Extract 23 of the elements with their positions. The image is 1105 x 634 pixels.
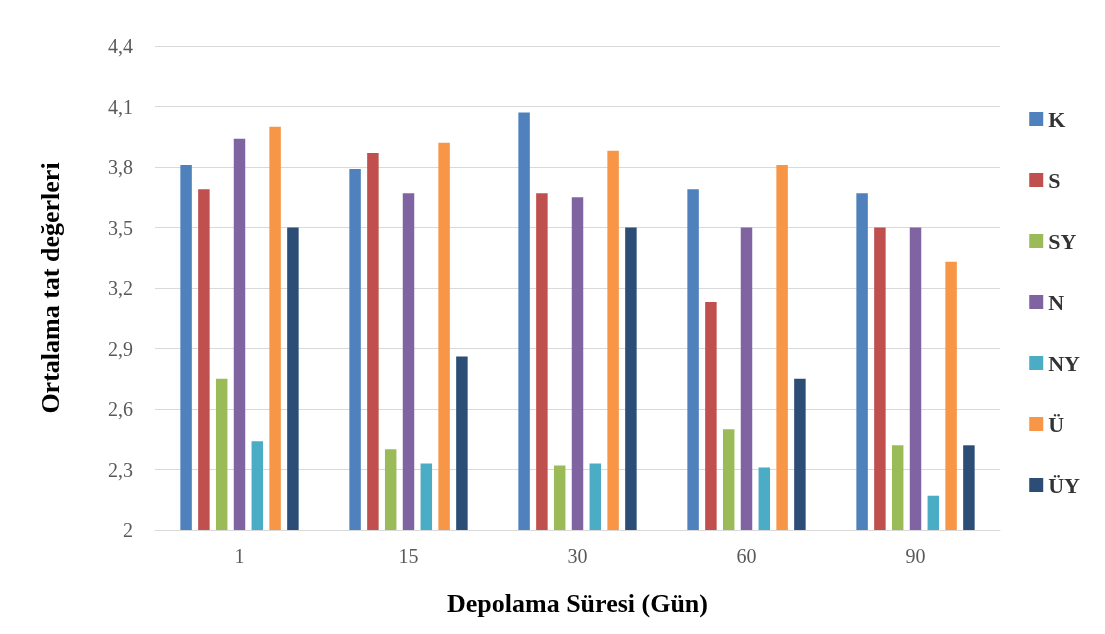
x-tick-label: 15 bbox=[398, 545, 419, 567]
y-tick-label: 3,2 bbox=[108, 277, 133, 299]
x-axis-title: Depolama Süresi (Gün) bbox=[447, 588, 708, 618]
legend-label: ÜY bbox=[1048, 472, 1081, 498]
y-tick-label: 2,9 bbox=[108, 337, 133, 360]
y-tick-label: 4,1 bbox=[108, 95, 133, 118]
y-tick-label: 3,5 bbox=[108, 216, 133, 239]
y-axis-title: Ortalama tat değerleri bbox=[35, 162, 65, 414]
y-tick-label: 4,4 bbox=[108, 35, 133, 57]
x-tick-label: 60 bbox=[736, 545, 757, 567]
y-tick-label: 2,3 bbox=[108, 458, 133, 481]
x-tick-label: 1 bbox=[234, 545, 245, 567]
legend-label: Ü bbox=[1048, 411, 1065, 437]
x-tick-label: 90 bbox=[905, 545, 926, 567]
legend-label: K bbox=[1048, 106, 1066, 132]
legend-label: NY bbox=[1048, 350, 1081, 376]
legend-label: SY bbox=[1048, 228, 1077, 254]
legend-label: N bbox=[1048, 289, 1065, 315]
y-tick-label: 2 bbox=[123, 519, 133, 541]
legend-label: S bbox=[1048, 167, 1061, 193]
y-tick-label: 3,8 bbox=[108, 156, 133, 178]
x-tick-label: 30 bbox=[567, 545, 588, 567]
y-tick-label: 2,6 bbox=[108, 398, 133, 420]
